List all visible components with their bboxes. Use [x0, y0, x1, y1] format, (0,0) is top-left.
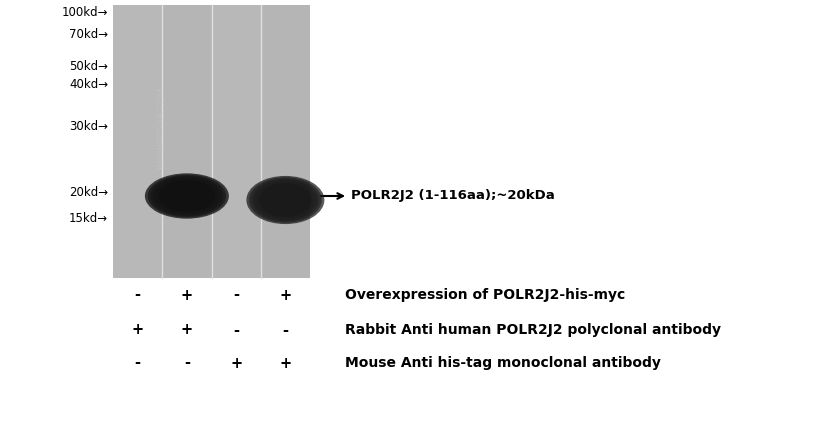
Ellipse shape: [145, 173, 229, 219]
Text: +: +: [181, 322, 193, 338]
Text: 100kd→: 100kd→: [61, 5, 108, 19]
Ellipse shape: [249, 177, 321, 223]
Bar: [212, 5, 261, 278]
Bar: [162, 5, 212, 278]
Ellipse shape: [156, 179, 218, 214]
Text: 30kd→: 30kd→: [69, 119, 108, 133]
Bar: [261, 5, 310, 278]
Ellipse shape: [151, 176, 223, 216]
Text: Overexpression of POLR2J2-his-myc: Overexpression of POLR2J2-his-myc: [345, 288, 625, 302]
Text: -: -: [233, 287, 239, 303]
Ellipse shape: [159, 180, 215, 212]
Text: -: -: [135, 287, 141, 303]
Text: WWW.PTGAB.COM: WWW.PTGAB.COM: [158, 87, 167, 169]
Ellipse shape: [246, 176, 325, 224]
Bar: [113, 5, 162, 278]
Text: 20kd→: 20kd→: [69, 186, 108, 198]
Ellipse shape: [159, 180, 215, 212]
Text: -: -: [184, 355, 190, 371]
Text: Rabbit Anti human POLR2J2 polyclonal antibody: Rabbit Anti human POLR2J2 polyclonal ant…: [345, 323, 721, 337]
Text: +: +: [230, 355, 242, 371]
Text: +: +: [181, 287, 193, 303]
Text: -: -: [233, 322, 239, 338]
Ellipse shape: [254, 180, 317, 220]
Text: Mouse Anti his-tag monoclonal antibody: Mouse Anti his-tag monoclonal antibody: [345, 356, 661, 370]
Ellipse shape: [257, 181, 314, 219]
Text: -: -: [282, 322, 289, 338]
Text: 50kd→: 50kd→: [69, 60, 108, 73]
Text: 40kd→: 40kd→: [69, 78, 108, 90]
Text: +: +: [132, 322, 144, 338]
Text: +: +: [279, 355, 291, 371]
Ellipse shape: [259, 183, 312, 217]
Text: -: -: [135, 355, 141, 371]
Ellipse shape: [252, 179, 319, 221]
Ellipse shape: [259, 183, 312, 217]
Ellipse shape: [153, 177, 221, 215]
Text: POLR2J2 (1-116aa);~20kDa: POLR2J2 (1-116aa);~20kDa: [351, 189, 555, 203]
Ellipse shape: [148, 175, 226, 217]
Text: +: +: [279, 287, 291, 303]
Text: 70kd→: 70kd→: [69, 29, 108, 41]
Text: 15kd→: 15kd→: [69, 211, 108, 225]
Bar: [113, 5, 310, 278]
